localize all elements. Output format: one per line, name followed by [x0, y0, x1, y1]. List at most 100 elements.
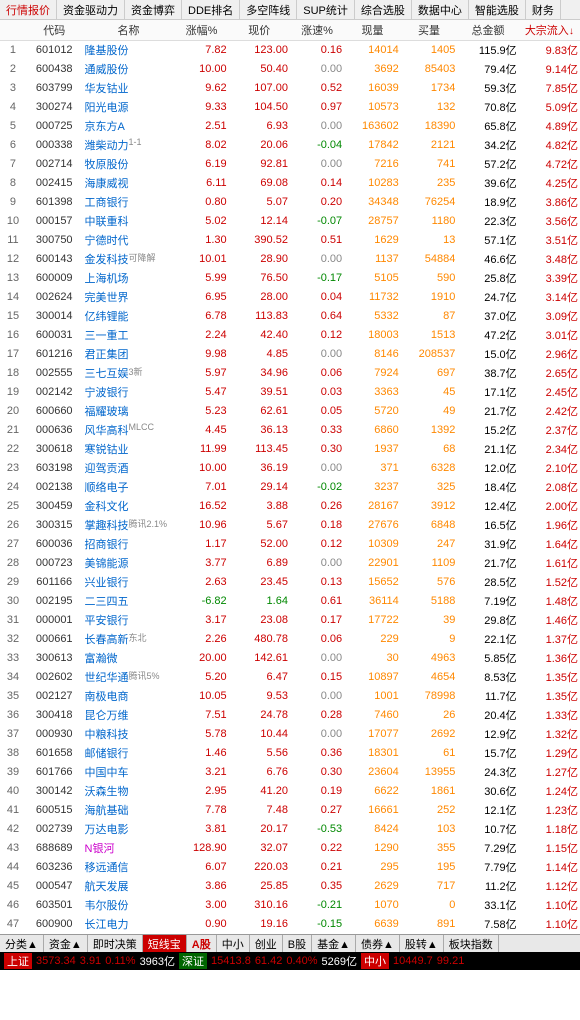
stock-name[interactable]: 华友钴业	[83, 79, 175, 98]
table-row[interactable]: 10000157中联重科5.0212.14-0.0728757118022.3亿…	[0, 212, 580, 231]
stock-name[interactable]: 金发科技可降解	[83, 250, 175, 269]
table-row[interactable]: 28000723美锦能源3.776.890.0022901110921.7亿1.…	[0, 554, 580, 573]
top-tab-1[interactable]: 资金驱动力	[57, 0, 125, 19]
stock-name[interactable]: 移远通信	[83, 858, 175, 877]
table-row[interactable]: 32000661长春高新东北2.26480.780.06229922.1亿1.3…	[0, 630, 580, 649]
table-row[interactable]: 14002624完美世界6.9528.000.0411732191024.7亿3…	[0, 288, 580, 307]
table-row[interactable]: 15300014亿纬锂能6.78113.830.6453328737.0亿3.0…	[0, 307, 580, 326]
bottom-tab-8[interactable]: 基金▲	[312, 935, 356, 952]
table-row[interactable]: 26300315掌趣科技腾讯2.1%10.965.670.18276766848…	[0, 516, 580, 535]
table-row[interactable]: 17601216君正集团9.984.850.00814620853715.0亿2…	[0, 345, 580, 364]
table-row[interactable]: 24002138顺络电子7.0129.14-0.02323732518.4亿2.…	[0, 478, 580, 497]
table-row[interactable]: 12600143金发科技可降解10.0128.900.0011375488446…	[0, 250, 580, 269]
table-row[interactable]: 29601166兴业银行2.6323.450.131565257628.5亿1.…	[0, 573, 580, 592]
top-tab-2[interactable]: 资金博弈	[125, 0, 182, 19]
table-row[interactable]: 4300274阳光电源9.33104.500.971057313270.8亿5.…	[0, 98, 580, 117]
stock-name[interactable]: 通威股份	[83, 60, 175, 79]
col-header-3[interactable]: 涨幅%	[174, 20, 228, 41]
stock-name[interactable]: 寒锐钴业	[83, 440, 175, 459]
col-header-5[interactable]: 涨速%	[290, 20, 344, 41]
table-row[interactable]: 30002195二三四五-6.821.640.613611451887.19亿1…	[0, 592, 580, 611]
stock-name[interactable]: 中粮科技	[83, 725, 175, 744]
top-tab-3[interactable]: DDE排名	[182, 0, 240, 19]
table-row[interactable]: 23603198迎驾贡酒10.0036.190.00371632812.0亿2.…	[0, 459, 580, 478]
table-row[interactable]: 19002142宁波银行5.4739.510.0333634517.1亿2.45…	[0, 383, 580, 402]
table-row[interactable]: 9601398工商银行0.805.070.20343487625418.9亿3.…	[0, 193, 580, 212]
bottom-tab-2[interactable]: 即时决策	[88, 935, 143, 952]
col-header-7[interactable]: 买量	[401, 20, 458, 41]
stock-name[interactable]: 君正集团	[83, 345, 175, 364]
stock-name[interactable]: 风华高科MLCC	[83, 421, 175, 440]
stock-name[interactable]: 三一重工	[83, 326, 175, 345]
stock-name[interactable]: 富瀚微	[83, 649, 175, 668]
col-header-4[interactable]: 现价	[229, 20, 290, 41]
stock-name[interactable]: 潍柴动力1-1	[83, 136, 175, 155]
stock-name[interactable]: 牧原股份	[83, 155, 175, 174]
stock-name[interactable]: 上海机场	[83, 269, 175, 288]
stock-name[interactable]: 邮储银行	[83, 744, 175, 763]
table-row[interactable]: 21000636风华高科MLCC4.4536.130.336860139215.…	[0, 421, 580, 440]
stock-name[interactable]: 平安银行	[83, 611, 175, 630]
table-row[interactable]: 36300418昆仑万维7.5124.780.2874602620.4亿1.33…	[0, 706, 580, 725]
top-tab-5[interactable]: SUP统计	[297, 0, 355, 19]
stock-name[interactable]: 长江电力	[83, 915, 175, 934]
stock-name[interactable]: 阳光电源	[83, 98, 175, 117]
bottom-tab-10[interactable]: 股转▲	[400, 935, 444, 952]
table-row[interactable]: 35002127南极电商10.059.530.0010017899811.7亿1…	[0, 687, 580, 706]
bottom-tab-3[interactable]: 短线宝	[143, 935, 187, 952]
table-row[interactable]: 39601766中国中车3.216.760.30236041395524.3亿1…	[0, 763, 580, 782]
stock-name[interactable]: 迎驾贡酒	[83, 459, 175, 478]
table-row[interactable]: 18002555三七互娱3新5.9734.960.06792469738.7亿2…	[0, 364, 580, 383]
col-header-0[interactable]	[0, 20, 26, 41]
bottom-tab-11[interactable]: 板块指数	[444, 935, 499, 952]
stock-name[interactable]: 昆仑万维	[83, 706, 175, 725]
stock-name[interactable]: 韦尔股份	[83, 896, 175, 915]
stock-name[interactable]: 三七互娱3新	[83, 364, 175, 383]
bottom-tab-9[interactable]: 债券▲	[356, 935, 400, 952]
table-row[interactable]: 34002602世纪华通腾讯5%5.206.470.151089746548.5…	[0, 668, 580, 687]
table-row[interactable]: 31000001平安银行3.1723.080.17177223929.8亿1.4…	[0, 611, 580, 630]
table-row[interactable]: 42002739万达电影3.8120.17-0.53842410310.7亿1.…	[0, 820, 580, 839]
bottom-tab-5[interactable]: 中小	[217, 935, 250, 952]
stock-name[interactable]: N银河	[83, 839, 175, 858]
table-row[interactable]: 13600009上海机场5.9976.50-0.17510559025.8亿3.…	[0, 269, 580, 288]
stock-name[interactable]: 掌趣科技腾讯2.1%	[83, 516, 175, 535]
top-tab-9[interactable]: 财务	[526, 0, 561, 19]
table-row[interactable]: 6000338潍柴动力1-18.0220.06-0.0417842212134.…	[0, 136, 580, 155]
stock-name[interactable]: 亿纬锂能	[83, 307, 175, 326]
stock-name[interactable]: 金科文化	[83, 497, 175, 516]
stock-name[interactable]: 海航基础	[83, 801, 175, 820]
stock-name[interactable]: 美锦能源	[83, 554, 175, 573]
table-row[interactable]: 2600438通威股份10.0050.400.0036928540379.4亿9…	[0, 60, 580, 79]
col-header-2[interactable]: 名称	[83, 20, 175, 41]
table-row[interactable]: 16600031三一重工2.2442.400.1218003151347.2亿3…	[0, 326, 580, 345]
stock-name[interactable]: 宁德时代	[83, 231, 175, 250]
stock-name[interactable]: 顺络电子	[83, 478, 175, 497]
col-header-8[interactable]: 总金额	[457, 20, 518, 41]
table-row[interactable]: 22300618寒锐钴业11.99113.450.3019376821.1亿2.…	[0, 440, 580, 459]
col-header-9[interactable]: 大宗流入	[519, 20, 580, 41]
table-row[interactable]: 37000930中粮科技5.7810.440.0017077269212.9亿1…	[0, 725, 580, 744]
bottom-tab-6[interactable]: 创业	[250, 935, 283, 952]
table-row[interactable]: 1601012隆基股份7.82123.000.16140141405115.9亿…	[0, 41, 580, 60]
top-tab-7[interactable]: 数据中心	[412, 0, 469, 19]
stock-name[interactable]: 隆基股份	[83, 41, 175, 60]
table-row[interactable]: 46603501韦尔股份3.00310.16-0.211070033.1亿1.1…	[0, 896, 580, 915]
stock-name[interactable]: 万达电影	[83, 820, 175, 839]
table-row[interactable]: 45000547航天发展3.8625.850.35262971711.2亿1.1…	[0, 877, 580, 896]
stock-name[interactable]: 兴业银行	[83, 573, 175, 592]
table-row[interactable]: 40300142沃森生物2.9541.200.196622186130.6亿1.…	[0, 782, 580, 801]
table-row[interactable]: 11300750宁德时代1.30390.520.5116291357.1亿3.5…	[0, 231, 580, 250]
table-row[interactable]: 41600515海航基础7.787.480.271666125212.1亿1.2…	[0, 801, 580, 820]
bottom-tab-1[interactable]: 资金▲	[44, 935, 88, 952]
table-row[interactable]: 27600036招商银行1.1752.000.121030924731.9亿1.…	[0, 535, 580, 554]
bottom-tab-0[interactable]: 分类▲	[0, 935, 44, 952]
top-tab-6[interactable]: 综合选股	[355, 0, 412, 19]
stock-name[interactable]: 沃森生物	[83, 782, 175, 801]
stock-name[interactable]: 长春高新东北	[83, 630, 175, 649]
stock-name[interactable]: 福耀玻璃	[83, 402, 175, 421]
table-row[interactable]: 47600900长江电力0.9019.16-0.1566398917.58亿1.…	[0, 915, 580, 934]
stock-name[interactable]: 海康威视	[83, 174, 175, 193]
stock-name[interactable]: 中国中车	[83, 763, 175, 782]
stock-name[interactable]: 二三四五	[83, 592, 175, 611]
